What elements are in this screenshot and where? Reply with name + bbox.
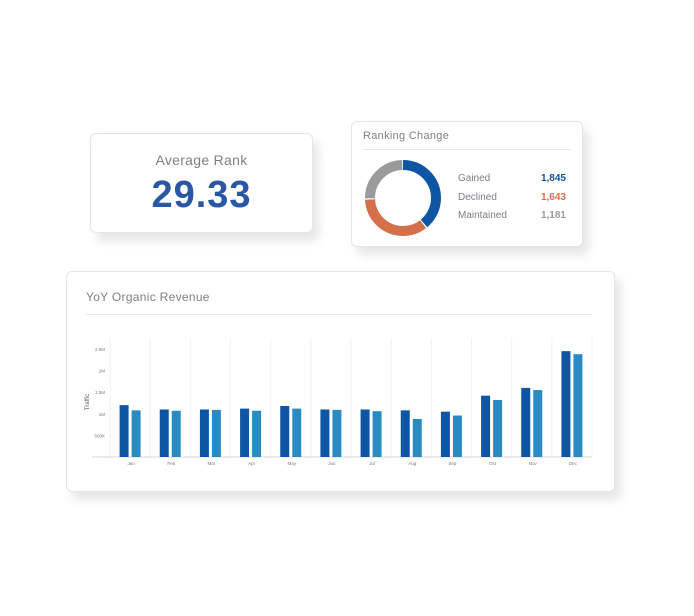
donut-slice-maintained: [365, 160, 441, 236]
bar-nov-series-2: [533, 390, 543, 457]
bar-mar-series-2: [211, 409, 221, 457]
bar-feb-series-1: [159, 409, 169, 457]
average-rank-title: Average Rank: [155, 152, 248, 168]
y-tick-label: 2M: [99, 369, 106, 374]
bar-dec-series-1: [561, 351, 571, 457]
bar-jan-series-2: [131, 410, 141, 457]
y-axis-title: Traffic: [85, 394, 91, 410]
y-tick-label: 500K: [94, 433, 105, 438]
donut-slice-declined: [365, 160, 441, 236]
bar-mar-series-1: [199, 409, 209, 457]
x-tick-label: Jun: [328, 461, 336, 466]
ranking-change-card: Ranking Change Gained 1,845 Declined 1,6…: [351, 121, 583, 247]
ranking-change-divider: [363, 149, 571, 150]
average-rank-card: Average Rank 29.33: [90, 133, 313, 233]
bar-jun-series-2: [332, 409, 342, 457]
bar-aug-series-1: [400, 410, 410, 457]
x-tick-label: Apr: [248, 461, 256, 466]
bar-aug-series-2: [412, 418, 422, 457]
ranking-change-donut: [365, 160, 441, 236]
legend-value-declined: 1,643: [540, 192, 566, 203]
y-tick-label: 1M: [99, 412, 106, 417]
revenue-title: YoY Organic Revenue: [86, 290, 210, 304]
bar-jul-series-2: [372, 411, 382, 457]
legend-label-maintained: Maintained: [458, 210, 507, 221]
x-tick-label: Sep: [448, 461, 457, 466]
legend-row-gained: Gained 1,845: [458, 173, 566, 187]
average-rank-value: 29.33: [151, 174, 252, 216]
ranking-change-title: Ranking Change: [363, 130, 450, 142]
revenue-bar-chart: Traffic 500K 1M 1.5M 2M 2.5M Jan Feb Mar Apr May Ju…: [85, 338, 593, 466]
x-tick-label: Dec: [569, 461, 578, 466]
y-tick-label: 2.5M: [95, 347, 105, 352]
x-tick-label: Mar: [208, 461, 216, 466]
x-tick-label: Aug: [408, 461, 417, 466]
revenue-card: YoY Organic Revenue Traffic 500K 1M 1.5M 2M 2…: [66, 271, 615, 492]
legend-row-maintained: Maintained 1,181: [458, 210, 566, 224]
bar-oct-series-2: [493, 399, 503, 457]
x-tick-label: Jul: [369, 461, 375, 466]
bar-may-series-1: [280, 406, 290, 457]
x-tick-label: Feb: [167, 461, 175, 466]
donut-slice-gained: [365, 160, 441, 236]
legend-label-gained: Gained: [458, 173, 491, 184]
bar-sep-series-1: [440, 411, 450, 457]
bar-feb-series-2: [171, 410, 181, 457]
bar-apr-series-1: [240, 408, 250, 457]
x-tick-label: Nov: [529, 461, 538, 466]
bar-oct-series-1: [481, 395, 491, 457]
bar-jul-series-1: [360, 409, 370, 457]
legend-row-declined: Declined 1,643: [458, 192, 566, 206]
bar-jun-series-1: [320, 409, 330, 457]
bar-sep-series-2: [452, 415, 462, 457]
legend-value-maintained: 1,181: [540, 210, 566, 221]
x-tick-label: Jan: [127, 461, 135, 466]
bar-dec-series-2: [573, 354, 583, 457]
legend-label-declined: Declined: [458, 192, 497, 203]
y-tick-label: 1.5M: [95, 390, 105, 395]
bar-nov-series-1: [521, 387, 531, 457]
revenue-divider: [86, 314, 592, 315]
bar-may-series-2: [292, 408, 302, 457]
legend-value-gained: 1,845: [540, 173, 566, 184]
x-tick-label: May: [287, 461, 296, 466]
bar-apr-series-2: [252, 410, 262, 457]
x-tick-label: Oct: [489, 461, 497, 466]
bar-jan-series-1: [119, 405, 129, 457]
